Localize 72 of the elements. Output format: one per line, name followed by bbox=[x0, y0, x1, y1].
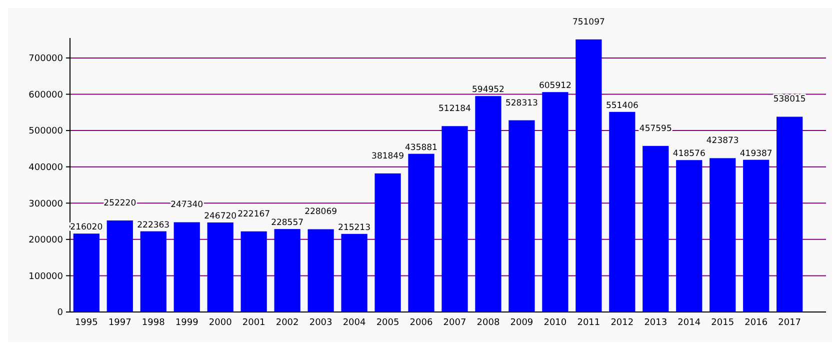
bar bbox=[508, 120, 535, 312]
data-label: 418576 bbox=[672, 149, 706, 160]
bar bbox=[442, 126, 468, 312]
x-tick-label: 2016 bbox=[744, 318, 768, 328]
data-label: 423873 bbox=[706, 136, 739, 146]
x-tick-label: 2012 bbox=[610, 318, 634, 328]
bar bbox=[676, 160, 702, 312]
y-tick-label: 400000 bbox=[28, 162, 64, 173]
data-label: 222167 bbox=[238, 209, 270, 220]
data-label: 551406 bbox=[606, 100, 638, 111]
data-label: 594952 bbox=[472, 85, 504, 96]
x-tick-label: 2003 bbox=[309, 318, 332, 328]
x-tick-label: 1997 bbox=[108, 318, 132, 328]
y-tick-label: 100000 bbox=[28, 272, 64, 282]
x-tick-label: 2015 bbox=[711, 318, 734, 328]
bar bbox=[73, 234, 100, 312]
y-tick-label: 700000 bbox=[28, 54, 64, 64]
data-label: 381849 bbox=[372, 151, 404, 162]
x-tick-label: 1998 bbox=[142, 318, 166, 328]
data-label: 435881 bbox=[405, 142, 438, 153]
y-tick-label: 300000 bbox=[28, 199, 64, 210]
data-label: 228557 bbox=[271, 218, 304, 228]
x-tick-label: 2014 bbox=[678, 318, 701, 328]
x-tick-label: 2006 bbox=[410, 318, 433, 328]
bar bbox=[743, 160, 770, 312]
bar bbox=[374, 173, 401, 312]
bar bbox=[174, 222, 200, 312]
bar bbox=[776, 116, 803, 312]
y-tick-label: 600000 bbox=[28, 90, 64, 100]
data-label: 751097 bbox=[572, 17, 605, 28]
bar bbox=[408, 154, 434, 312]
x-tick-label: 2008 bbox=[476, 318, 500, 328]
x-tick-label: 2007 bbox=[443, 318, 466, 328]
data-label: 247340 bbox=[170, 200, 204, 210]
bar bbox=[609, 112, 636, 312]
bar bbox=[140, 231, 166, 312]
bar bbox=[710, 158, 736, 312]
bar bbox=[106, 220, 133, 312]
x-tick-label: 2010 bbox=[544, 318, 567, 328]
x-tick-label: 2002 bbox=[276, 318, 299, 328]
bar bbox=[475, 96, 502, 312]
data-label: 538015 bbox=[773, 94, 806, 105]
y-tick-label: 200000 bbox=[28, 236, 64, 246]
data-label: 222363 bbox=[137, 220, 170, 230]
data-label: 528313 bbox=[505, 98, 538, 108]
data-label: 228069 bbox=[304, 207, 338, 218]
x-tick-label: 1995 bbox=[74, 318, 98, 328]
bar bbox=[207, 222, 234, 312]
x-tick-label: 2011 bbox=[577, 318, 600, 328]
bar bbox=[240, 231, 267, 312]
x-tick-label: 2017 bbox=[778, 318, 802, 328]
x-tick-label: 2013 bbox=[644, 318, 668, 328]
data-label: 246720 bbox=[204, 211, 237, 222]
x-tick-label: 2000 bbox=[208, 318, 232, 328]
bar bbox=[542, 92, 568, 312]
data-label: 605912 bbox=[538, 81, 572, 92]
bar bbox=[274, 229, 300, 312]
x-tick-label: 1999 bbox=[175, 318, 199, 328]
bar bbox=[642, 146, 669, 312]
data-label: 215213 bbox=[338, 222, 371, 233]
bar bbox=[576, 39, 602, 312]
data-label: 512184 bbox=[438, 104, 471, 114]
data-label: 216020 bbox=[70, 222, 103, 233]
x-tick-label: 2001 bbox=[242, 318, 266, 328]
y-tick-label: 0 bbox=[57, 308, 64, 318]
x-tick-label: 2005 bbox=[376, 318, 400, 328]
x-tick-label: 2004 bbox=[342, 318, 366, 328]
x-tick-label: 2009 bbox=[510, 318, 534, 328]
data-label: 419387 bbox=[740, 148, 772, 159]
bar bbox=[341, 234, 368, 312]
y-tick-label: 500000 bbox=[28, 126, 64, 137]
bar bbox=[308, 229, 334, 312]
